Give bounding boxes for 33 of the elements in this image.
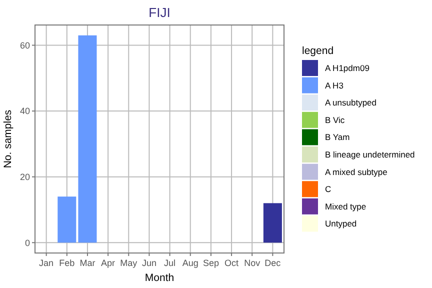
x-tick-label: Mar <box>80 258 96 268</box>
legend-label: C <box>325 184 332 194</box>
x-tick-label: Aug <box>182 258 198 268</box>
y-tick-label: 60 <box>20 40 30 50</box>
bar <box>58 196 76 243</box>
bar <box>263 203 282 243</box>
legend-label: B Yam <box>325 132 350 142</box>
x-tick-label: Apr <box>101 258 116 268</box>
x-tick-label: Feb <box>59 258 75 268</box>
x-tick-label: Jul <box>164 258 176 268</box>
x-tick-label: Oct <box>224 258 240 268</box>
legend-label: Untyped <box>325 218 357 229</box>
chart-title: FIJI <box>148 5 170 20</box>
x-tick-label: Nov <box>244 258 261 268</box>
legend-label: A mixed subtype <box>325 166 388 177</box>
x-tick-label: Sep <box>202 258 219 268</box>
bar <box>78 35 97 243</box>
x-axis-title: Month <box>144 272 174 284</box>
legend-label: B lineage undetermined <box>325 149 416 160</box>
legend-label: Mixed type <box>325 201 366 212</box>
legend-label: A unsubtyped <box>325 98 377 108</box>
legend-title: legend <box>302 45 334 57</box>
x-tick-label: May <box>120 258 138 268</box>
y-tick-label: 40 <box>20 106 30 116</box>
y-axis-title: No. samples <box>2 110 14 168</box>
x-tick-label: Jun <box>142 258 156 268</box>
x-tick-label: Dec <box>264 258 282 268</box>
legend-label: A H1pdm09 <box>325 62 370 73</box>
y-tick-label: 20 <box>20 172 30 182</box>
y-tick-label: 0 <box>24 238 30 248</box>
legend-label: A H3 <box>325 80 344 90</box>
legend-label: B Vic <box>325 114 346 125</box>
x-tick-label: Jan <box>39 258 54 268</box>
